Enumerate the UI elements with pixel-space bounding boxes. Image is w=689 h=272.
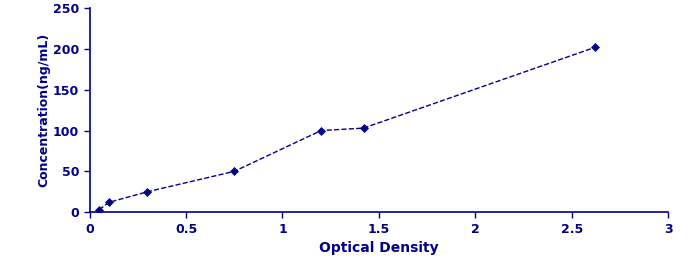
X-axis label: Optical Density: Optical Density	[319, 241, 439, 255]
Y-axis label: Concentration(ng/mL): Concentration(ng/mL)	[37, 33, 50, 187]
